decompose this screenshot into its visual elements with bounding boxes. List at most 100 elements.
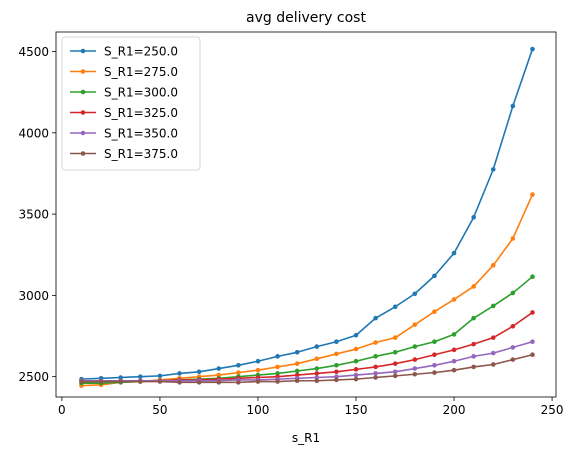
data-point <box>236 380 241 385</box>
data-point <box>255 367 261 373</box>
series-line <box>81 194 534 387</box>
data-point <box>334 369 339 375</box>
data-point <box>138 374 143 379</box>
legend-label: S_R1=300.0 <box>104 86 178 100</box>
data-point <box>157 373 163 379</box>
data-point <box>412 291 418 297</box>
series-1 <box>79 46 535 382</box>
data-point <box>530 274 535 279</box>
series-line <box>81 353 533 384</box>
data-point <box>432 339 437 345</box>
data-point <box>432 370 437 375</box>
data-point <box>294 378 300 384</box>
data-point <box>216 380 222 385</box>
data-point <box>412 371 418 377</box>
data-point <box>79 379 84 384</box>
data-point <box>451 332 457 337</box>
data-point <box>294 368 300 374</box>
data-point <box>471 341 476 347</box>
data-point <box>138 379 143 384</box>
data-point <box>451 347 457 353</box>
data-point <box>510 323 516 329</box>
legend-item: S_R1=325.0 <box>70 106 178 120</box>
series-line <box>81 48 534 380</box>
data-point <box>510 290 516 296</box>
data-point <box>490 362 496 367</box>
data-point <box>432 309 437 314</box>
data-point <box>530 192 535 197</box>
data-point <box>432 362 437 368</box>
data-point <box>490 303 496 309</box>
legend-item: S_R1=300.0 <box>70 86 178 100</box>
y-tick-label: 4000 <box>18 126 49 140</box>
data-point <box>314 375 320 380</box>
data-point <box>353 358 359 364</box>
y-tick-label: 2500 <box>18 370 49 384</box>
data-point <box>334 339 339 345</box>
data-point <box>196 380 202 385</box>
data-point <box>353 376 359 382</box>
legend-label: S_R1=375.0 <box>104 147 178 161</box>
data-point <box>471 354 476 359</box>
data-point <box>236 362 241 368</box>
data-point <box>451 297 457 302</box>
legend-item: S_R1=250.0 <box>70 45 178 59</box>
series-4 <box>79 310 535 384</box>
x-tick-label: 50 <box>152 403 167 417</box>
data-point <box>314 356 320 362</box>
data-point <box>255 358 261 364</box>
data-point <box>490 335 496 340</box>
data-point <box>196 369 202 375</box>
y-tick-label: 3500 <box>18 208 49 222</box>
data-point <box>530 310 535 315</box>
data-point <box>294 349 300 355</box>
data-point <box>275 371 280 376</box>
data-point <box>392 361 398 366</box>
plot-frame <box>55 31 557 398</box>
legend-label: S_R1=350.0 <box>104 127 178 141</box>
data-point <box>392 373 398 379</box>
data-point <box>177 371 182 376</box>
x-tick-label: 250 <box>541 403 564 417</box>
series-layer <box>79 46 535 388</box>
data-point <box>392 304 398 310</box>
data-point <box>412 357 418 362</box>
x-axis: 0 50 100 150 200 250 <box>58 397 564 417</box>
data-point <box>255 379 261 384</box>
data-point <box>353 372 359 378</box>
x-tick-label: 100 <box>247 403 270 417</box>
x-tick-label: 200 <box>443 403 466 417</box>
data-point <box>432 273 437 279</box>
data-point <box>294 361 300 366</box>
y-tick-label: 4500 <box>18 45 49 59</box>
legend-item: S_R1=350.0 <box>70 127 178 141</box>
data-point <box>118 375 124 380</box>
y-tick-label: 3000 <box>18 289 49 303</box>
data-point <box>412 366 418 371</box>
legend-swatch-marker <box>80 110 86 115</box>
x-axis-label: s_R1 <box>292 431 320 445</box>
legend-label: S_R1=275.0 <box>104 65 178 79</box>
data-point <box>392 349 398 355</box>
data-point <box>334 351 339 357</box>
data-point <box>530 46 535 52</box>
y-axis: 2500 3000 3500 4000 4500 <box>18 45 56 384</box>
data-point <box>510 103 516 109</box>
data-point <box>334 362 339 368</box>
legend-label: S_R1=325.0 <box>104 106 178 120</box>
x-tick-label: 0 <box>58 403 66 417</box>
data-point <box>471 315 476 321</box>
data-point <box>471 364 476 370</box>
legend-swatch-marker <box>80 151 86 156</box>
data-point <box>294 372 300 378</box>
series-6 <box>79 352 535 385</box>
data-point <box>412 344 418 349</box>
legend-label: S_R1=250.0 <box>104 45 178 59</box>
x-tick-label: 150 <box>345 403 368 417</box>
data-point <box>471 215 476 220</box>
data-point <box>373 340 378 345</box>
data-point <box>471 284 476 289</box>
legend-swatch-marker <box>80 48 86 54</box>
data-point <box>275 364 280 370</box>
